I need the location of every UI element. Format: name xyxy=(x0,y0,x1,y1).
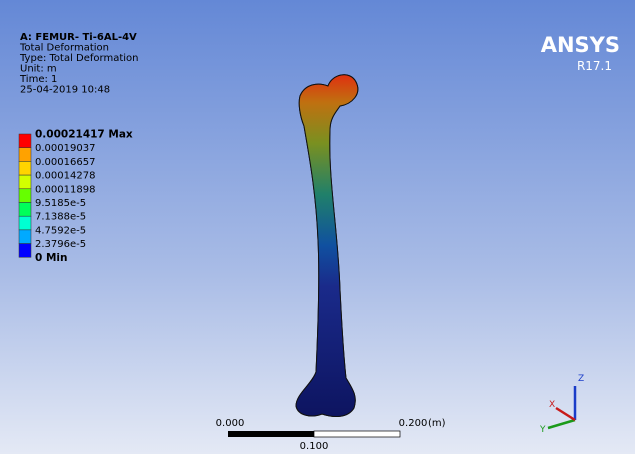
legend-label: 0 Min xyxy=(35,252,67,264)
legend-label: 0.00016657 xyxy=(35,157,95,168)
triad-y: Y xyxy=(539,425,546,435)
scale-end: 0.200 xyxy=(399,418,428,429)
legend-swatch xyxy=(19,203,31,217)
legend-swatch xyxy=(19,175,31,189)
header-line: Unit: m xyxy=(20,64,57,75)
logo: ANSYS xyxy=(541,33,620,57)
header-title: A: FEMUR- Ti-6AL-4V xyxy=(20,32,137,43)
triad-x: X xyxy=(549,400,555,410)
legend-swatch xyxy=(19,161,31,175)
scale-unit: (m) xyxy=(428,418,446,429)
triad-z: Z xyxy=(578,374,584,384)
legend-label: 0.00014278 xyxy=(35,171,95,182)
viewport: A: FEMUR- Ti-6AL-4VTotal DeformationType… xyxy=(0,0,635,454)
legend-label: 2.3796e-5 xyxy=(35,239,86,250)
legend-label: 0.00019037 xyxy=(35,143,95,154)
version: R17.1 xyxy=(577,59,612,73)
header-line: Type: Total Deformation xyxy=(19,53,139,64)
scale-start: 0.000 xyxy=(216,418,245,429)
legend-swatch xyxy=(19,216,31,230)
legend-swatch xyxy=(19,189,31,203)
header-line: Time: 1 xyxy=(19,74,57,85)
legend-label: 0.00021417 Max xyxy=(35,129,133,141)
legend-label: 0.00011898 xyxy=(35,184,95,195)
legend-swatch xyxy=(19,244,31,258)
legend-label: 9.5185e-5 xyxy=(35,198,86,209)
legend-swatch xyxy=(19,230,31,244)
legend-swatch xyxy=(19,134,31,148)
legend-label: 4.7592e-5 xyxy=(35,225,86,236)
legend-swatch xyxy=(19,148,31,162)
header-line: 25-04-2019 10:48 xyxy=(20,85,110,96)
legend-label: 7.1388e-5 xyxy=(35,212,86,223)
header-line: Total Deformation xyxy=(19,43,109,54)
scale-middle: 0.100 xyxy=(300,441,329,452)
